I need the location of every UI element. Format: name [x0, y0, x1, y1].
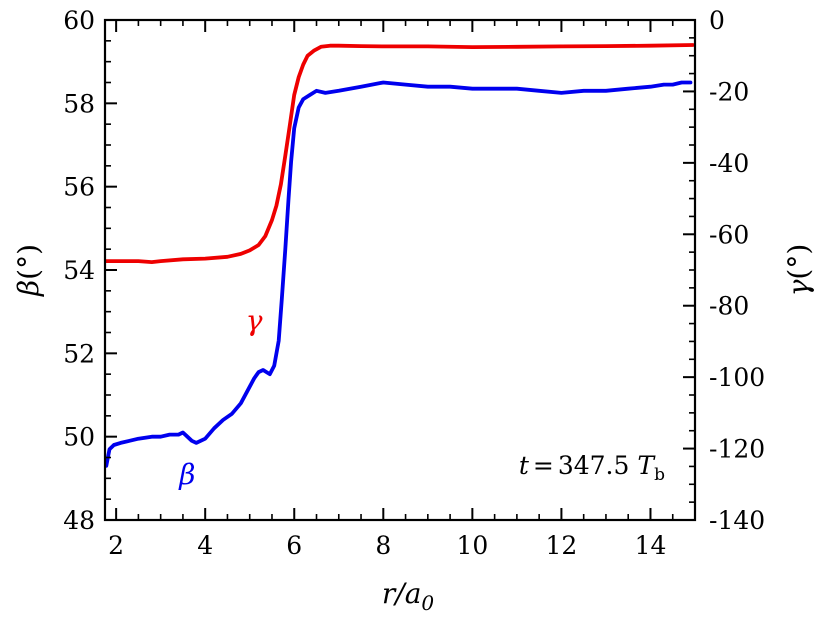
plot-frame	[103, 18, 697, 522]
x-tick-label: 6	[286, 531, 302, 560]
y-right-tick-label: -120	[709, 435, 765, 464]
y-axis-left-title-unit: (°)	[12, 244, 45, 280]
x-axis-title: r/a0	[382, 577, 435, 615]
y-left-tick-label: 48	[63, 506, 95, 535]
series-line-beta	[104, 80, 693, 468]
y-left-tick-label: 50	[63, 423, 95, 452]
series-layer	[104, 43, 695, 468]
y-right-tick-label: -140	[709, 506, 765, 535]
x-tick-label: 14	[635, 531, 667, 560]
y-left-tick-label: 58	[63, 89, 95, 118]
gamma-series-label: γ	[246, 304, 263, 337]
x-axis-title-main: r/a	[382, 577, 422, 610]
y-axis-right-title: γ(°)	[782, 244, 815, 297]
y-left-tick-label: 54	[63, 256, 95, 285]
y-right-tick-label: -100	[709, 363, 765, 392]
y-left-tick-label: 52	[63, 339, 95, 368]
labels-layer: 2 4 6 8 10 12 14 48 50 52 54 56 58 60 -140 -120 -100 -80 -…	[63, 6, 765, 560]
x-tick-label: 2	[108, 531, 124, 560]
ticks-layer	[105, 19, 696, 521]
series-line-gamma	[104, 43, 695, 265]
x-tick-label: 4	[197, 531, 213, 560]
y-left-tick-label: 60	[63, 6, 95, 35]
y-left-tick-label: 56	[63, 173, 95, 202]
time-annotation-unit-sub: b	[654, 465, 665, 485]
x-tick-label: 12	[546, 531, 578, 560]
y-right-tick-label: -60	[709, 220, 749, 249]
y-axis-right-title-unit: (°)	[782, 244, 815, 280]
beta-series-label: β	[178, 458, 195, 491]
y-axis-left-title: β(°)	[12, 244, 45, 297]
time-annotation-value: 347.5	[558, 451, 630, 480]
y-axis-right-title-main: γ	[782, 279, 815, 296]
x-tick-label: 10	[456, 531, 488, 560]
time-annotation: t = 347.5 Tb	[519, 451, 665, 485]
x-tick-label: 8	[375, 531, 391, 560]
y-axis-left-title-main: β	[12, 280, 45, 297]
x-axis-title-sub: 0	[421, 591, 434, 615]
y-right-tick-label: -20	[709, 77, 749, 106]
time-annotation-equals: =	[533, 451, 554, 480]
time-annotation-unit: T	[637, 451, 656, 480]
y-right-tick-label: -80	[709, 292, 749, 321]
y-right-tick-label: 0	[709, 6, 725, 35]
y-right-tick-label: -40	[709, 149, 749, 178]
time-annotation-prefix: t	[519, 451, 530, 480]
